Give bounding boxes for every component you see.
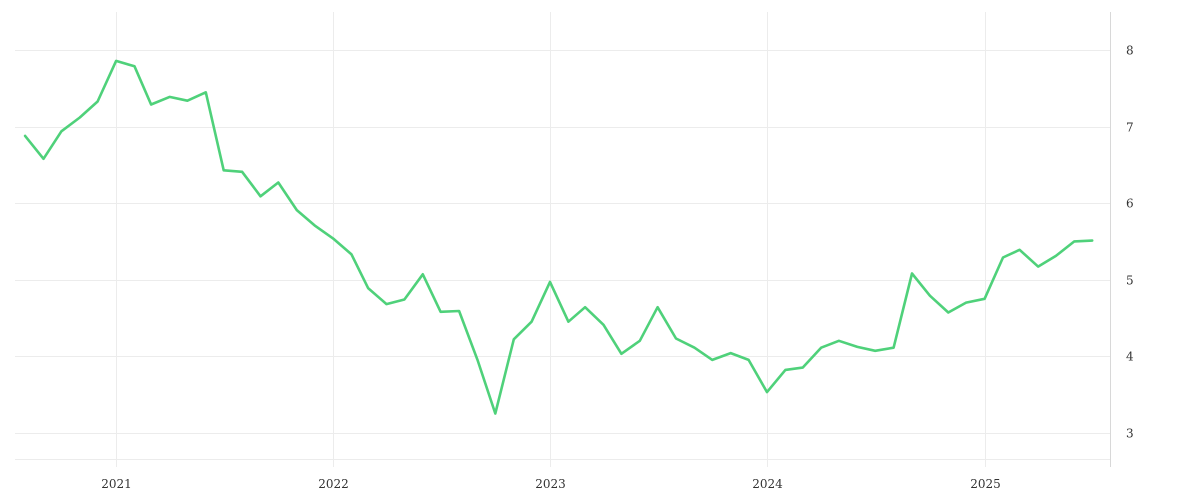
data-point <box>203 89 209 95</box>
data-point <box>401 297 407 303</box>
data-point <box>637 338 643 344</box>
y-tick-label: 8 <box>1126 44 1134 58</box>
data-point <box>420 271 426 277</box>
data-point <box>872 348 878 354</box>
series-layer <box>22 58 1095 417</box>
data-point <box>692 345 698 351</box>
data-point <box>529 319 535 325</box>
data-point <box>800 365 806 371</box>
data-point <box>275 180 281 186</box>
data-point <box>1071 238 1077 244</box>
data-point <box>565 319 571 325</box>
data-point <box>330 235 336 241</box>
data-point <box>927 293 933 299</box>
x-tick-label: 2024 <box>752 477 783 491</box>
series-line-0 <box>23 59 1094 415</box>
data-point <box>618 351 624 357</box>
grid-lines <box>15 12 1110 467</box>
data-point <box>77 115 83 121</box>
data-point <box>221 167 227 173</box>
data-point <box>764 389 770 395</box>
y-tick-label: 5 <box>1126 274 1134 288</box>
data-point <box>582 304 588 310</box>
data-point <box>1089 238 1095 244</box>
data-point <box>475 357 481 363</box>
data-point <box>1017 247 1023 253</box>
data-point <box>547 279 553 285</box>
data-point <box>22 133 28 139</box>
data-point <box>909 271 915 277</box>
data-point <box>148 102 154 108</box>
data-point <box>492 411 498 417</box>
data-point <box>511 336 517 342</box>
data-point <box>95 99 101 105</box>
data-point <box>1000 255 1006 261</box>
data-point <box>1035 264 1041 270</box>
y-tick-label: 3 <box>1126 427 1134 441</box>
data-point <box>655 304 661 310</box>
data-point <box>312 222 318 228</box>
data-point <box>963 300 969 306</box>
data-point <box>728 350 734 356</box>
data-point <box>132 63 138 69</box>
data-point <box>41 156 47 162</box>
data-point <box>184 98 190 104</box>
data-point <box>384 301 390 307</box>
data-point <box>438 309 444 315</box>
data-point <box>167 94 173 100</box>
data-point <box>601 322 607 328</box>
data-point <box>349 251 355 257</box>
y-tick-label: 6 <box>1126 197 1134 211</box>
y-tick-label: 4 <box>1126 350 1134 364</box>
data-point <box>818 345 824 351</box>
data-point <box>891 345 897 351</box>
data-point <box>673 336 679 342</box>
data-point <box>258 193 264 199</box>
data-point <box>982 296 988 302</box>
data-point <box>945 310 951 316</box>
data-point <box>709 357 715 363</box>
x-tick-label: 2021 <box>101 477 132 491</box>
data-point <box>365 285 371 291</box>
data-point <box>456 308 462 314</box>
data-point <box>239 169 245 175</box>
x-tick-label: 2022 <box>318 477 349 491</box>
x-tick-label: 2023 <box>535 477 566 491</box>
y-tick-label: 7 <box>1126 121 1134 135</box>
data-point <box>58 128 64 134</box>
data-point <box>746 357 752 363</box>
data-point <box>836 338 842 344</box>
data-point <box>854 344 860 350</box>
data-point <box>113 58 119 64</box>
data-point <box>294 207 300 213</box>
data-point <box>782 367 788 373</box>
x-tick-label: 2025 <box>970 477 1001 491</box>
data-point <box>1053 253 1059 259</box>
tick-labels: 3 4 5 6 7 8 2021 2022 2023 2024 2025 <box>101 44 1134 492</box>
